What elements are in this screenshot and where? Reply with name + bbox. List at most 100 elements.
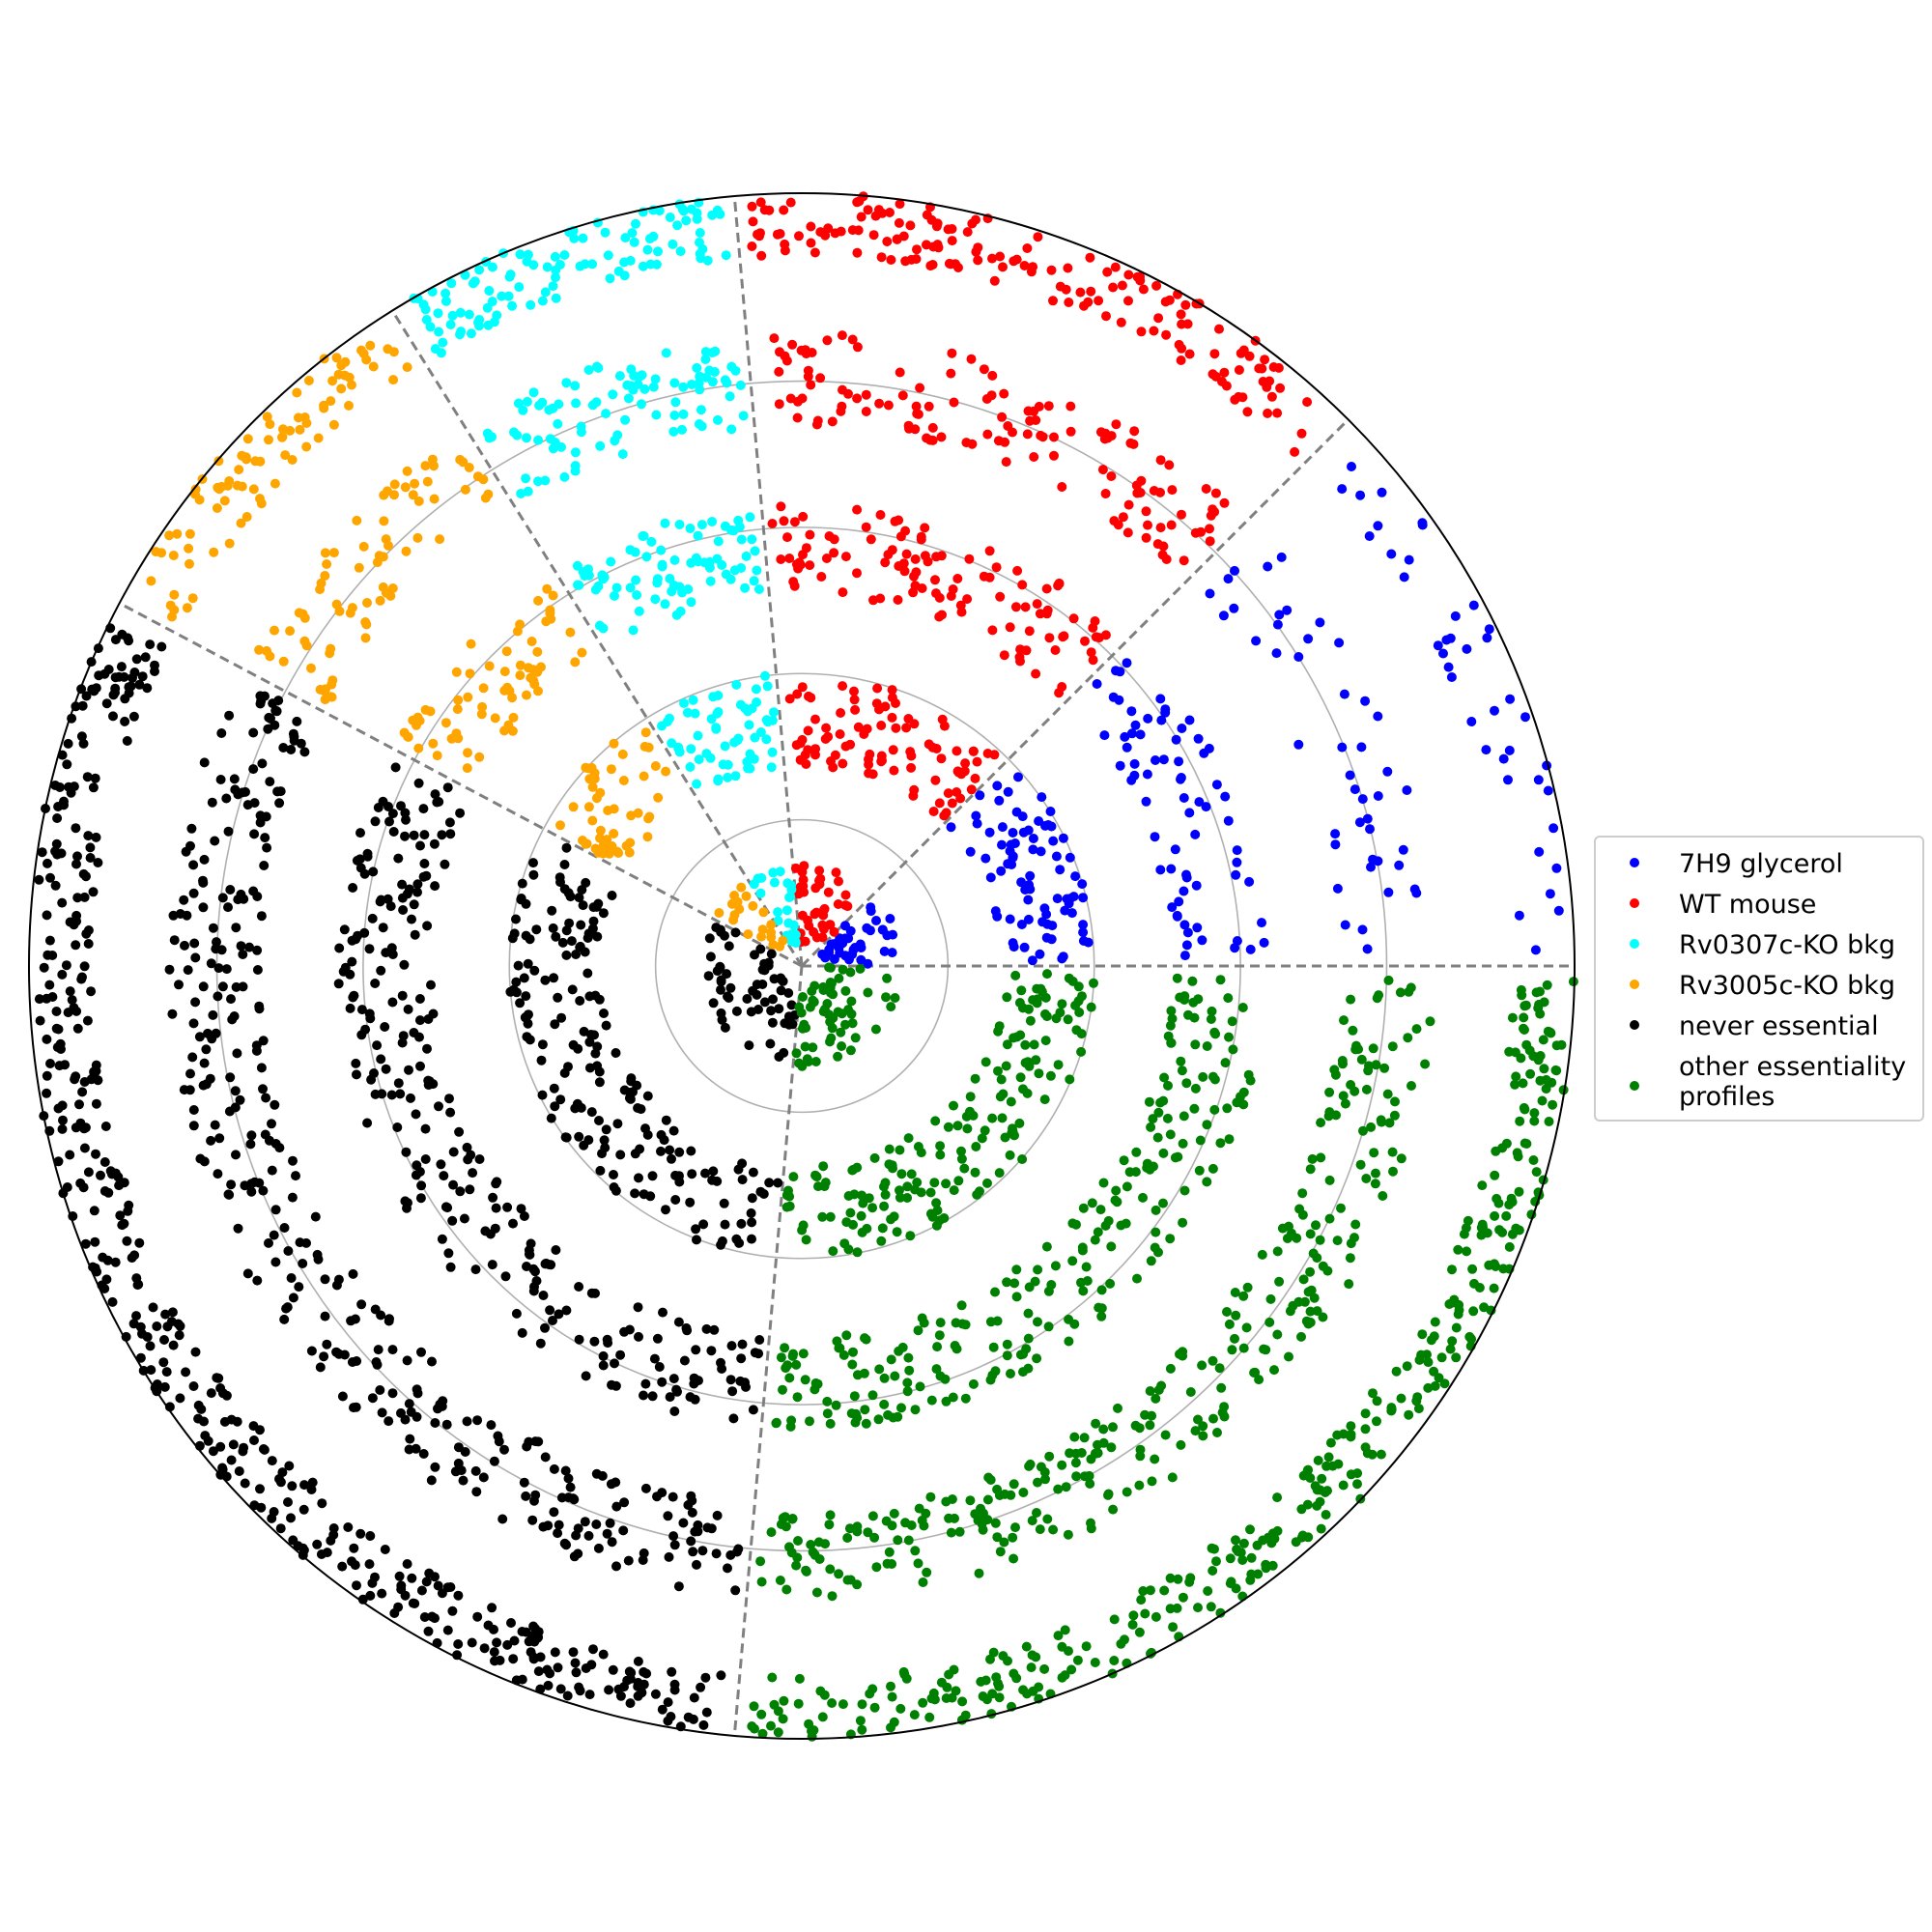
data-point <box>1168 1622 1179 1633</box>
data-point <box>902 1378 913 1388</box>
data-point <box>972 756 982 767</box>
data-point <box>887 1559 897 1569</box>
data-point <box>1134 1627 1145 1637</box>
data-point <box>1160 1430 1171 1440</box>
data-point <box>1080 636 1090 646</box>
data-point <box>437 1588 447 1599</box>
data-point <box>733 1544 744 1554</box>
data-point <box>1357 794 1368 805</box>
data-point <box>951 1318 961 1328</box>
data-point <box>1357 924 1368 935</box>
data-point <box>1371 1168 1380 1179</box>
data-point <box>524 1436 534 1447</box>
data-point <box>120 716 130 726</box>
data-point <box>650 374 661 384</box>
data-point <box>611 582 622 593</box>
data-point <box>897 1342 908 1352</box>
data-point <box>1208 1566 1218 1576</box>
data-point <box>866 534 876 545</box>
data-point <box>954 1526 965 1537</box>
data-point <box>1361 1174 1372 1183</box>
data-point <box>609 829 619 838</box>
data-point <box>551 931 561 942</box>
data-point <box>852 393 863 404</box>
data-point <box>320 1311 330 1321</box>
data-point <box>540 1322 550 1333</box>
data-point <box>287 455 298 465</box>
data-point <box>1356 1054 1367 1065</box>
data-point <box>260 833 270 843</box>
data-point <box>660 599 670 610</box>
data-point <box>736 534 747 545</box>
data-point <box>267 1165 277 1176</box>
data-point <box>594 1077 605 1088</box>
data-point <box>1063 1529 1073 1540</box>
data-point <box>1002 1039 1012 1050</box>
data-point <box>1077 879 1088 890</box>
data-point <box>785 892 796 902</box>
data-point <box>420 1154 431 1164</box>
data-point <box>1190 1083 1201 1094</box>
data-point <box>464 309 474 320</box>
data-point <box>765 1038 776 1049</box>
data-point <box>842 901 853 912</box>
data-point <box>328 548 339 558</box>
data-point <box>381 948 391 958</box>
data-point <box>736 1353 747 1364</box>
data-point <box>863 205 873 215</box>
data-point <box>825 1418 836 1429</box>
data-point <box>435 534 445 545</box>
data-point <box>856 1210 867 1221</box>
data-point <box>707 348 718 357</box>
data-point <box>542 1664 553 1675</box>
data-point <box>837 938 847 949</box>
data-point <box>413 743 424 753</box>
data-point <box>355 854 365 865</box>
data-point <box>1364 531 1375 541</box>
data-point <box>1143 520 1152 530</box>
data-point <box>1340 1098 1350 1109</box>
data-point <box>1360 1424 1371 1435</box>
data-point <box>489 1624 498 1634</box>
data-point <box>217 981 228 992</box>
data-point <box>571 1530 582 1541</box>
data-point <box>797 734 808 745</box>
data-point <box>1134 1480 1145 1491</box>
data-point <box>1049 450 1059 461</box>
data-point <box>520 1012 530 1023</box>
data-point <box>1272 1329 1283 1340</box>
data-point <box>1469 1278 1479 1289</box>
data-point <box>555 1094 566 1105</box>
data-point <box>1008 851 1018 862</box>
data-point <box>1064 1314 1074 1324</box>
data-point <box>687 1507 697 1518</box>
data-point <box>589 1336 600 1347</box>
data-point <box>606 556 616 567</box>
data-point <box>1138 1192 1148 1203</box>
data-point <box>1223 815 1234 826</box>
data-point <box>1366 1122 1377 1132</box>
data-point <box>537 1039 548 1050</box>
data-point <box>993 1065 1003 1076</box>
data-point <box>863 958 873 969</box>
data-point <box>999 1537 1009 1548</box>
data-point <box>298 1504 309 1515</box>
data-point <box>874 398 885 409</box>
data-point <box>792 412 803 423</box>
data-point <box>756 931 767 942</box>
data-point <box>723 772 733 782</box>
data-point <box>1420 1059 1431 1069</box>
data-point <box>1156 715 1167 725</box>
data-point <box>932 218 943 229</box>
data-point <box>817 1712 828 1722</box>
data-point <box>554 1309 564 1320</box>
data-point <box>937 610 947 620</box>
data-point <box>1548 823 1559 834</box>
data-point <box>1010 602 1021 612</box>
data-point <box>611 1380 621 1391</box>
data-point <box>665 213 675 222</box>
data-point <box>1316 1523 1326 1534</box>
data-point <box>164 964 175 975</box>
data-point <box>887 948 897 958</box>
data-point <box>986 390 997 401</box>
